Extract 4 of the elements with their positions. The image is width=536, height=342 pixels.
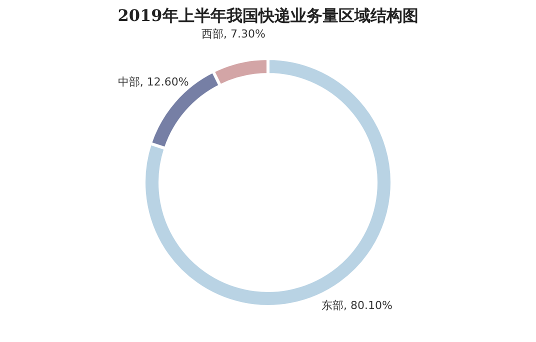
slice-label: 中部, 12.60% bbox=[118, 76, 189, 89]
slice-label: 东部, 80.10% bbox=[321, 298, 392, 312]
chart-title: 2019年上半年我国快递业务量区域结构图 bbox=[118, 6, 418, 25]
slice-label: 西部, 7.30% bbox=[201, 27, 266, 40]
